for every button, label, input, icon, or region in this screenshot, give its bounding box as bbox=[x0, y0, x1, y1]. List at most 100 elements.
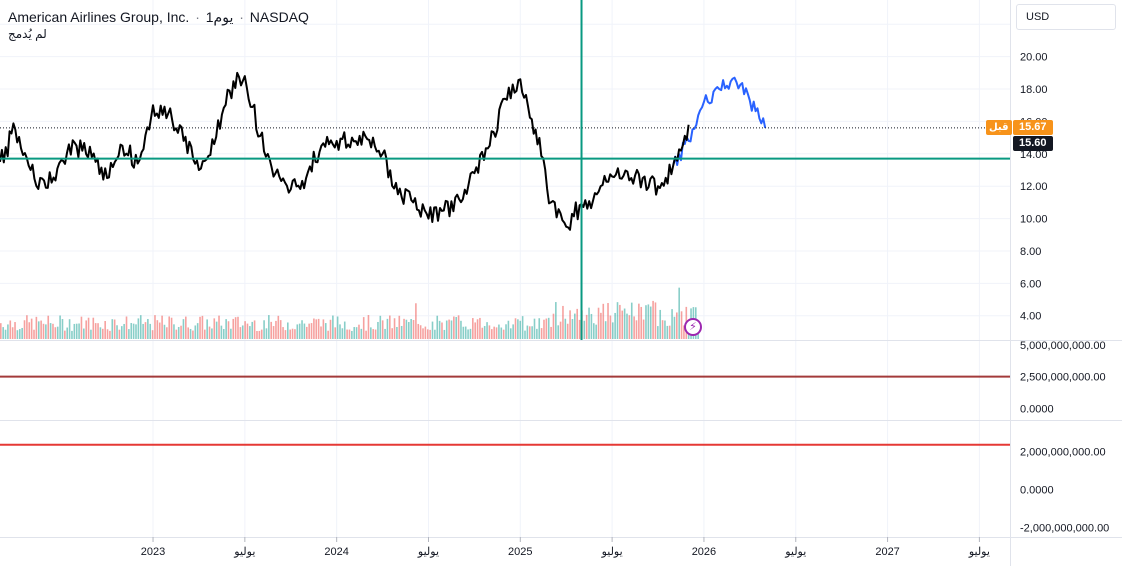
volume-bar bbox=[101, 328, 104, 339]
volume-bar bbox=[206, 319, 208, 339]
volume-bar bbox=[116, 325, 118, 339]
volume-bar bbox=[488, 325, 491, 339]
volume-bar bbox=[393, 318, 396, 339]
volume-bar bbox=[597, 307, 600, 339]
volume-bar bbox=[571, 319, 574, 339]
volume-bar bbox=[668, 325, 671, 339]
volume-bar bbox=[479, 317, 481, 339]
volume-bar bbox=[11, 327, 14, 339]
volume-bar bbox=[374, 329, 377, 339]
price-line bbox=[0, 71, 690, 231]
volume-bar bbox=[585, 314, 588, 339]
volume-bar bbox=[443, 329, 446, 339]
volume-bar bbox=[109, 330, 111, 339]
volume-bar bbox=[476, 319, 479, 339]
header-separator: · bbox=[239, 9, 244, 25]
volume-bar bbox=[33, 329, 35, 339]
volume-bar bbox=[343, 321, 346, 339]
x-tick-label: يوليو bbox=[601, 546, 623, 558]
volume-bar bbox=[389, 315, 391, 339]
volume-bar bbox=[52, 323, 54, 339]
y-tick-label: 12.00 bbox=[1020, 181, 1048, 193]
volume-bar bbox=[436, 315, 439, 339]
volume-bar bbox=[99, 327, 102, 339]
lightning-icon[interactable]: ⚡ bbox=[684, 318, 702, 336]
volume-bar bbox=[170, 317, 173, 339]
volume-bar bbox=[4, 329, 7, 339]
previous-close-tag: 15.67 bbox=[1013, 119, 1053, 135]
volume-bar bbox=[230, 328, 232, 339]
volume-bar bbox=[40, 320, 42, 339]
volume-bar bbox=[616, 302, 619, 339]
current-price-tag: 15.60 bbox=[1013, 135, 1053, 151]
volume-bar bbox=[166, 327, 168, 339]
volume-bar bbox=[467, 329, 469, 339]
volume-bar bbox=[426, 329, 429, 339]
volume-bar bbox=[260, 329, 263, 339]
volume-bar bbox=[106, 329, 109, 339]
volume-bar bbox=[324, 323, 327, 339]
volume-bar bbox=[135, 324, 137, 339]
volume-bar bbox=[419, 325, 422, 339]
volume-bar bbox=[462, 326, 465, 339]
volume-bar bbox=[71, 330, 73, 339]
volume-bar bbox=[120, 326, 123, 339]
volume-bar bbox=[453, 316, 455, 339]
volume-bar bbox=[526, 325, 529, 339]
volume-bar bbox=[384, 328, 386, 339]
volume-bar bbox=[640, 306, 643, 339]
volume-bar bbox=[609, 315, 612, 339]
volume-bar bbox=[329, 319, 332, 339]
volume-bars bbox=[0, 287, 699, 339]
volume-bar bbox=[410, 318, 412, 339]
volume-bar bbox=[177, 326, 180, 339]
volume-bar bbox=[445, 320, 448, 339]
x-tick-label: يوليو bbox=[417, 546, 439, 558]
volume-bar bbox=[130, 323, 133, 339]
volume-bar bbox=[438, 320, 441, 339]
volume-bar bbox=[203, 329, 206, 339]
volume-bar bbox=[654, 302, 657, 339]
price-series[interactable] bbox=[0, 0, 1010, 340]
volume-bar bbox=[249, 326, 251, 339]
volume-bar bbox=[552, 313, 555, 339]
volume-bar bbox=[509, 328, 512, 339]
volume-bar bbox=[614, 312, 616, 339]
volume-bar bbox=[272, 326, 275, 339]
volume-bar bbox=[355, 327, 358, 339]
volume-bar bbox=[545, 318, 548, 339]
volume-bar bbox=[59, 315, 61, 339]
volume-bar bbox=[370, 327, 372, 339]
volume-bar bbox=[173, 324, 175, 339]
volume-bar bbox=[521, 316, 524, 339]
volume-bar bbox=[483, 326, 486, 339]
volume-bar bbox=[263, 320, 265, 339]
interval-label[interactable]: 1يوم bbox=[205, 9, 234, 25]
volume-bar bbox=[296, 324, 299, 339]
symbol-header[interactable]: American Airlines Group, Inc. · 1يوم · N… bbox=[8, 9, 309, 26]
x-tick-label: 2027 bbox=[875, 546, 899, 558]
volume-bar bbox=[391, 328, 393, 339]
volume-bar bbox=[683, 325, 685, 339]
volume-bar bbox=[151, 330, 154, 339]
volume-bar bbox=[647, 304, 650, 339]
volume-bar bbox=[566, 323, 569, 339]
volume-bar bbox=[42, 323, 45, 339]
volume-bar bbox=[168, 316, 171, 339]
volume-bar bbox=[673, 316, 676, 339]
currency-selector[interactable]: USD bbox=[1016, 4, 1116, 30]
volume-bar bbox=[555, 302, 557, 339]
currency-label: USD bbox=[1026, 11, 1050, 23]
volume-bar bbox=[367, 315, 370, 339]
volume-bar bbox=[320, 326, 322, 339]
volume-bar bbox=[657, 326, 659, 339]
volume-bar bbox=[56, 326, 59, 339]
volume-bar bbox=[298, 323, 301, 339]
volume-bar bbox=[258, 330, 261, 339]
volume-bar bbox=[353, 327, 356, 339]
volume-bar bbox=[407, 322, 410, 339]
volume-bar bbox=[334, 327, 337, 339]
volume-bar bbox=[630, 302, 633, 339]
volume-bar bbox=[536, 328, 538, 339]
